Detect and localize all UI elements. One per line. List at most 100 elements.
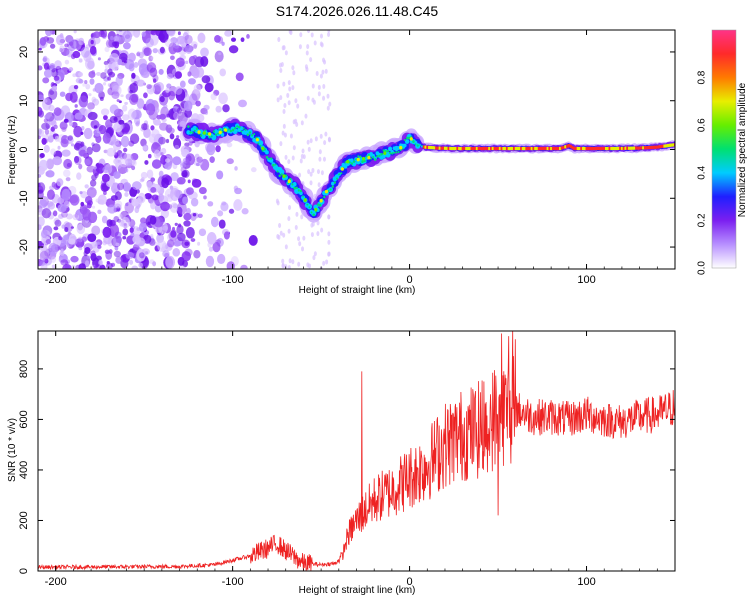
spectrogram-noise-blob (129, 93, 139, 105)
spectrogram-ridge-core (597, 146, 601, 151)
spectrogram-ridge-blob (187, 125, 190, 129)
spectrogram-noise-blob (138, 262, 143, 268)
spectrogram-noise-blob (114, 245, 119, 251)
spectrogram-ridge-core (668, 143, 672, 147)
spectrogram-noise-blob (42, 77, 50, 84)
spectrogram-noise-blob (38, 106, 43, 117)
spectrogram-ridge-core (624, 146, 627, 150)
spectrogram-noise-blob (103, 190, 107, 196)
spectrogram-ridge-core (367, 155, 371, 160)
spectrogram-noise-blob (173, 137, 182, 150)
spectrogram-noise-blob (210, 216, 219, 228)
spectrogram-noise-blob (152, 48, 158, 54)
spectrogram-noise-blob (141, 123, 148, 131)
spectrogram-noise-blob (241, 208, 249, 215)
spectrogram-ridge-core (672, 143, 675, 147)
spectrogram-ridge-core (543, 146, 546, 151)
spectrogram-ridge-core (424, 145, 427, 149)
spectrogram-noise-blob (55, 34, 65, 46)
spectrogram-ridge-core (465, 146, 468, 151)
spectrogram-ridge-core (518, 146, 521, 151)
spectrogram-noise-blob (160, 154, 168, 165)
spectrogram-noise-blob (134, 117, 141, 125)
spectrogram-noise-blob (39, 199, 48, 208)
spectrogram-ridge-core (643, 146, 647, 150)
spectrogram-ridge-core (569, 144, 573, 149)
spectrogram-noise-blob (177, 223, 182, 228)
spectrogram-noise-blob (81, 236, 87, 242)
spectrogram-ridge-core (620, 146, 624, 150)
spectrogram-ridge-blob (251, 134, 254, 137)
spectrogram-noise-blob (158, 193, 165, 202)
spectrogram-noise-blob (146, 84, 152, 90)
spectrogram-ridge-core (482, 146, 486, 151)
spectrogram-noise-blob (204, 82, 214, 93)
spectrogram-noise-blob (281, 130, 285, 136)
spectrogram-ridge-blob (269, 158, 274, 163)
spectrogram-ridge-blob (236, 125, 239, 128)
spectrogram-ridge-blob (338, 173, 341, 176)
spectrogram-ridge-blob (403, 138, 406, 142)
spectrogram-ridge-core (558, 146, 562, 151)
spectrogram-noise-blob (38, 65, 43, 71)
spectrogram-noise-blob (143, 71, 150, 79)
spectrogram-noise-blob (282, 123, 286, 129)
spectrogram-noise-blob (114, 200, 123, 209)
spectrogram-ridge-blob (238, 125, 241, 129)
spectrogram-noise-blob (234, 187, 243, 195)
colorbar-tick-label: 0.0 (697, 261, 708, 275)
spectrogram-ridge-blob (355, 158, 358, 161)
spectrogram-ridge-core (340, 167, 344, 171)
spectrogram-ridge-blob (274, 163, 277, 166)
snr-ytick-label: 600 (18, 410, 30, 428)
spectrogram-noise-blob (141, 31, 146, 37)
spectrogram-noise-blob (302, 235, 306, 241)
spectrogram-ridge-core (435, 146, 438, 150)
spectrogram-ridge-core (461, 146, 465, 151)
spectrogram-noise-blob (172, 226, 176, 231)
spectrogram-noise-blob (79, 191, 83, 195)
spectrogram-noise-blob (185, 153, 196, 166)
spectrogram-ridge-core (631, 146, 634, 150)
spectrogram-noise-blob (177, 120, 183, 127)
spectrogram-noise-blob (152, 261, 157, 267)
spectrogram-ridge-core (466, 146, 470, 151)
spectrogram-noise-blob (150, 233, 154, 238)
spectrogram-ytick-label: -20 (18, 239, 30, 255)
spectrogram-noise-blob (118, 119, 125, 125)
spectrogram-ridge-blob (416, 144, 419, 147)
spectrogram-noise-blob (41, 137, 47, 145)
spectrogram-xlabel: Height of straight line (km) (299, 285, 416, 296)
snr-xlabel: Height of straight line (km) (299, 585, 416, 596)
spectrogram-noise-blob (129, 90, 133, 94)
spectrogram-ridge-core (633, 146, 636, 150)
spectrogram-noise-blob (181, 251, 191, 262)
spectrogram-ridge-core (640, 146, 643, 150)
spectrogram-noise-blob (64, 227, 69, 233)
spectrogram-noise-blob (276, 233, 280, 239)
spectrogram-xtick-label: -200 (45, 274, 67, 286)
snr-panel: -200 -100 0 100 0 200 400 600 800 Height of stra… (7, 330, 676, 596)
spectrogram-noise-blob (39, 37, 47, 46)
spectrogram-noise-blob (176, 35, 186, 45)
snr-xtick-label: -100 (222, 576, 244, 588)
spectrogram-noise-blob (47, 202, 56, 210)
spectrogram-noise-blob (170, 55, 175, 61)
spectrogram-ridge-blob (240, 130, 243, 133)
spectrogram-noise-blob (287, 80, 291, 86)
spectrogram-noise-blob (57, 203, 67, 213)
spectrogram-ridge-core (505, 146, 509, 151)
spectrogram-ridge-blob (372, 156, 375, 159)
spectrogram-noise-blob (306, 139, 310, 145)
spectrogram-noise-blob (115, 236, 119, 240)
spectrogram-ridge-blob (227, 128, 230, 131)
spectrogram-noise-blob (44, 128, 50, 135)
spectrogram-ridge-core (218, 130, 222, 135)
spectrogram-ridge-core (208, 132, 212, 136)
spectrogram-noise-blob (41, 229, 48, 239)
spectrogram-noise-blob (203, 195, 207, 200)
spectrogram-noise-blob (286, 92, 290, 98)
spectrogram-noise-blob (183, 100, 193, 112)
spectrogram-ridge-blob (299, 189, 303, 193)
spectrogram-noise-blob (192, 212, 197, 217)
